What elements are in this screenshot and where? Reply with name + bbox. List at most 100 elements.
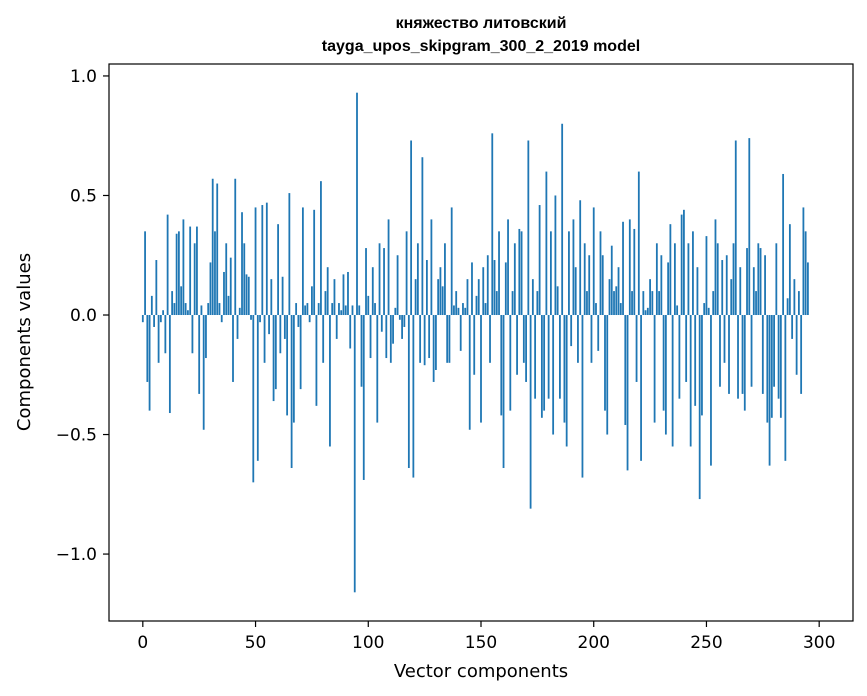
bar — [662, 315, 665, 411]
bar — [313, 209, 316, 315]
bar — [261, 205, 264, 316]
bar — [331, 303, 334, 316]
bar — [710, 315, 712, 466]
bar — [446, 315, 449, 363]
bar — [637, 171, 640, 316]
bar — [696, 267, 699, 316]
bar — [218, 303, 221, 316]
bar — [297, 315, 300, 327]
bar — [529, 315, 532, 509]
bar — [520, 231, 523, 316]
x-tick-label: 250 — [690, 633, 722, 653]
bar — [227, 295, 230, 315]
bar — [597, 315, 600, 351]
bar — [459, 315, 462, 351]
bar — [583, 243, 586, 316]
bar — [189, 226, 192, 316]
bar — [779, 315, 782, 418]
x-tick-label: 50 — [245, 633, 267, 653]
bar — [581, 315, 584, 478]
bar — [365, 248, 367, 316]
bar — [405, 231, 408, 316]
x-tick-label: 300 — [803, 633, 835, 653]
bar — [775, 243, 778, 316]
bar — [563, 315, 566, 423]
bar — [387, 219, 390, 316]
bar — [522, 315, 525, 363]
bar — [232, 315, 234, 382]
y-tick-label: 0.0 — [70, 306, 97, 326]
bar — [414, 279, 417, 316]
x-axis-label: Vector components — [394, 661, 568, 682]
bar — [286, 315, 289, 416]
bar — [401, 315, 403, 339]
bar — [428, 315, 431, 359]
bar — [292, 315, 295, 423]
y-axis-ticks: −1.0 −0.5 0.0 0.5 1.0 — [56, 67, 109, 565]
bar — [721, 260, 724, 316]
bar — [466, 279, 469, 316]
bars-group — [141, 92, 809, 593]
bar — [265, 202, 268, 316]
bar — [660, 255, 663, 315]
bar — [229, 257, 232, 316]
bar — [673, 243, 676, 316]
bar — [595, 303, 597, 316]
bar — [324, 291, 327, 316]
bar — [396, 255, 399, 315]
bar — [577, 315, 579, 363]
bar — [211, 178, 214, 316]
bar — [376, 315, 379, 423]
bar — [281, 276, 284, 316]
bar — [473, 315, 476, 375]
bar — [317, 303, 320, 316]
bar — [793, 279, 796, 316]
bar — [786, 298, 789, 315]
bar — [403, 315, 406, 327]
bar — [633, 228, 636, 316]
bar — [604, 315, 606, 411]
bar — [344, 305, 347, 316]
bar — [642, 291, 645, 316]
bar — [570, 315, 573, 347]
bar — [788, 224, 791, 316]
bar — [254, 207, 257, 316]
bar — [502, 315, 505, 469]
bar — [495, 291, 498, 316]
bar — [448, 315, 451, 363]
bar — [274, 315, 277, 390]
bar — [241, 212, 243, 315]
bar — [676, 305, 679, 316]
bar — [410, 140, 413, 316]
bar — [547, 315, 550, 399]
bar — [678, 315, 681, 399]
bar — [768, 315, 771, 466]
bar — [236, 315, 239, 339]
bar — [797, 291, 800, 316]
bar — [347, 271, 349, 316]
bar — [509, 315, 512, 411]
bar — [475, 295, 478, 315]
bar — [791, 315, 794, 339]
bar — [807, 262, 809, 316]
bar — [498, 231, 500, 316]
bar — [559, 315, 561, 399]
bar — [619, 303, 622, 316]
bar — [182, 219, 185, 316]
bar — [155, 260, 158, 316]
bar — [644, 310, 647, 316]
bar — [306, 303, 309, 316]
bar — [247, 276, 250, 316]
bar — [586, 291, 588, 316]
bar — [272, 315, 275, 402]
bar — [205, 315, 207, 359]
bar — [148, 315, 151, 411]
bar — [705, 236, 708, 316]
chart-title: княжество литовский — [396, 15, 567, 32]
bar — [209, 262, 212, 316]
bar — [545, 171, 548, 316]
bar — [527, 140, 530, 316]
bar — [342, 274, 345, 316]
bar — [777, 315, 780, 399]
bar — [784, 315, 787, 461]
